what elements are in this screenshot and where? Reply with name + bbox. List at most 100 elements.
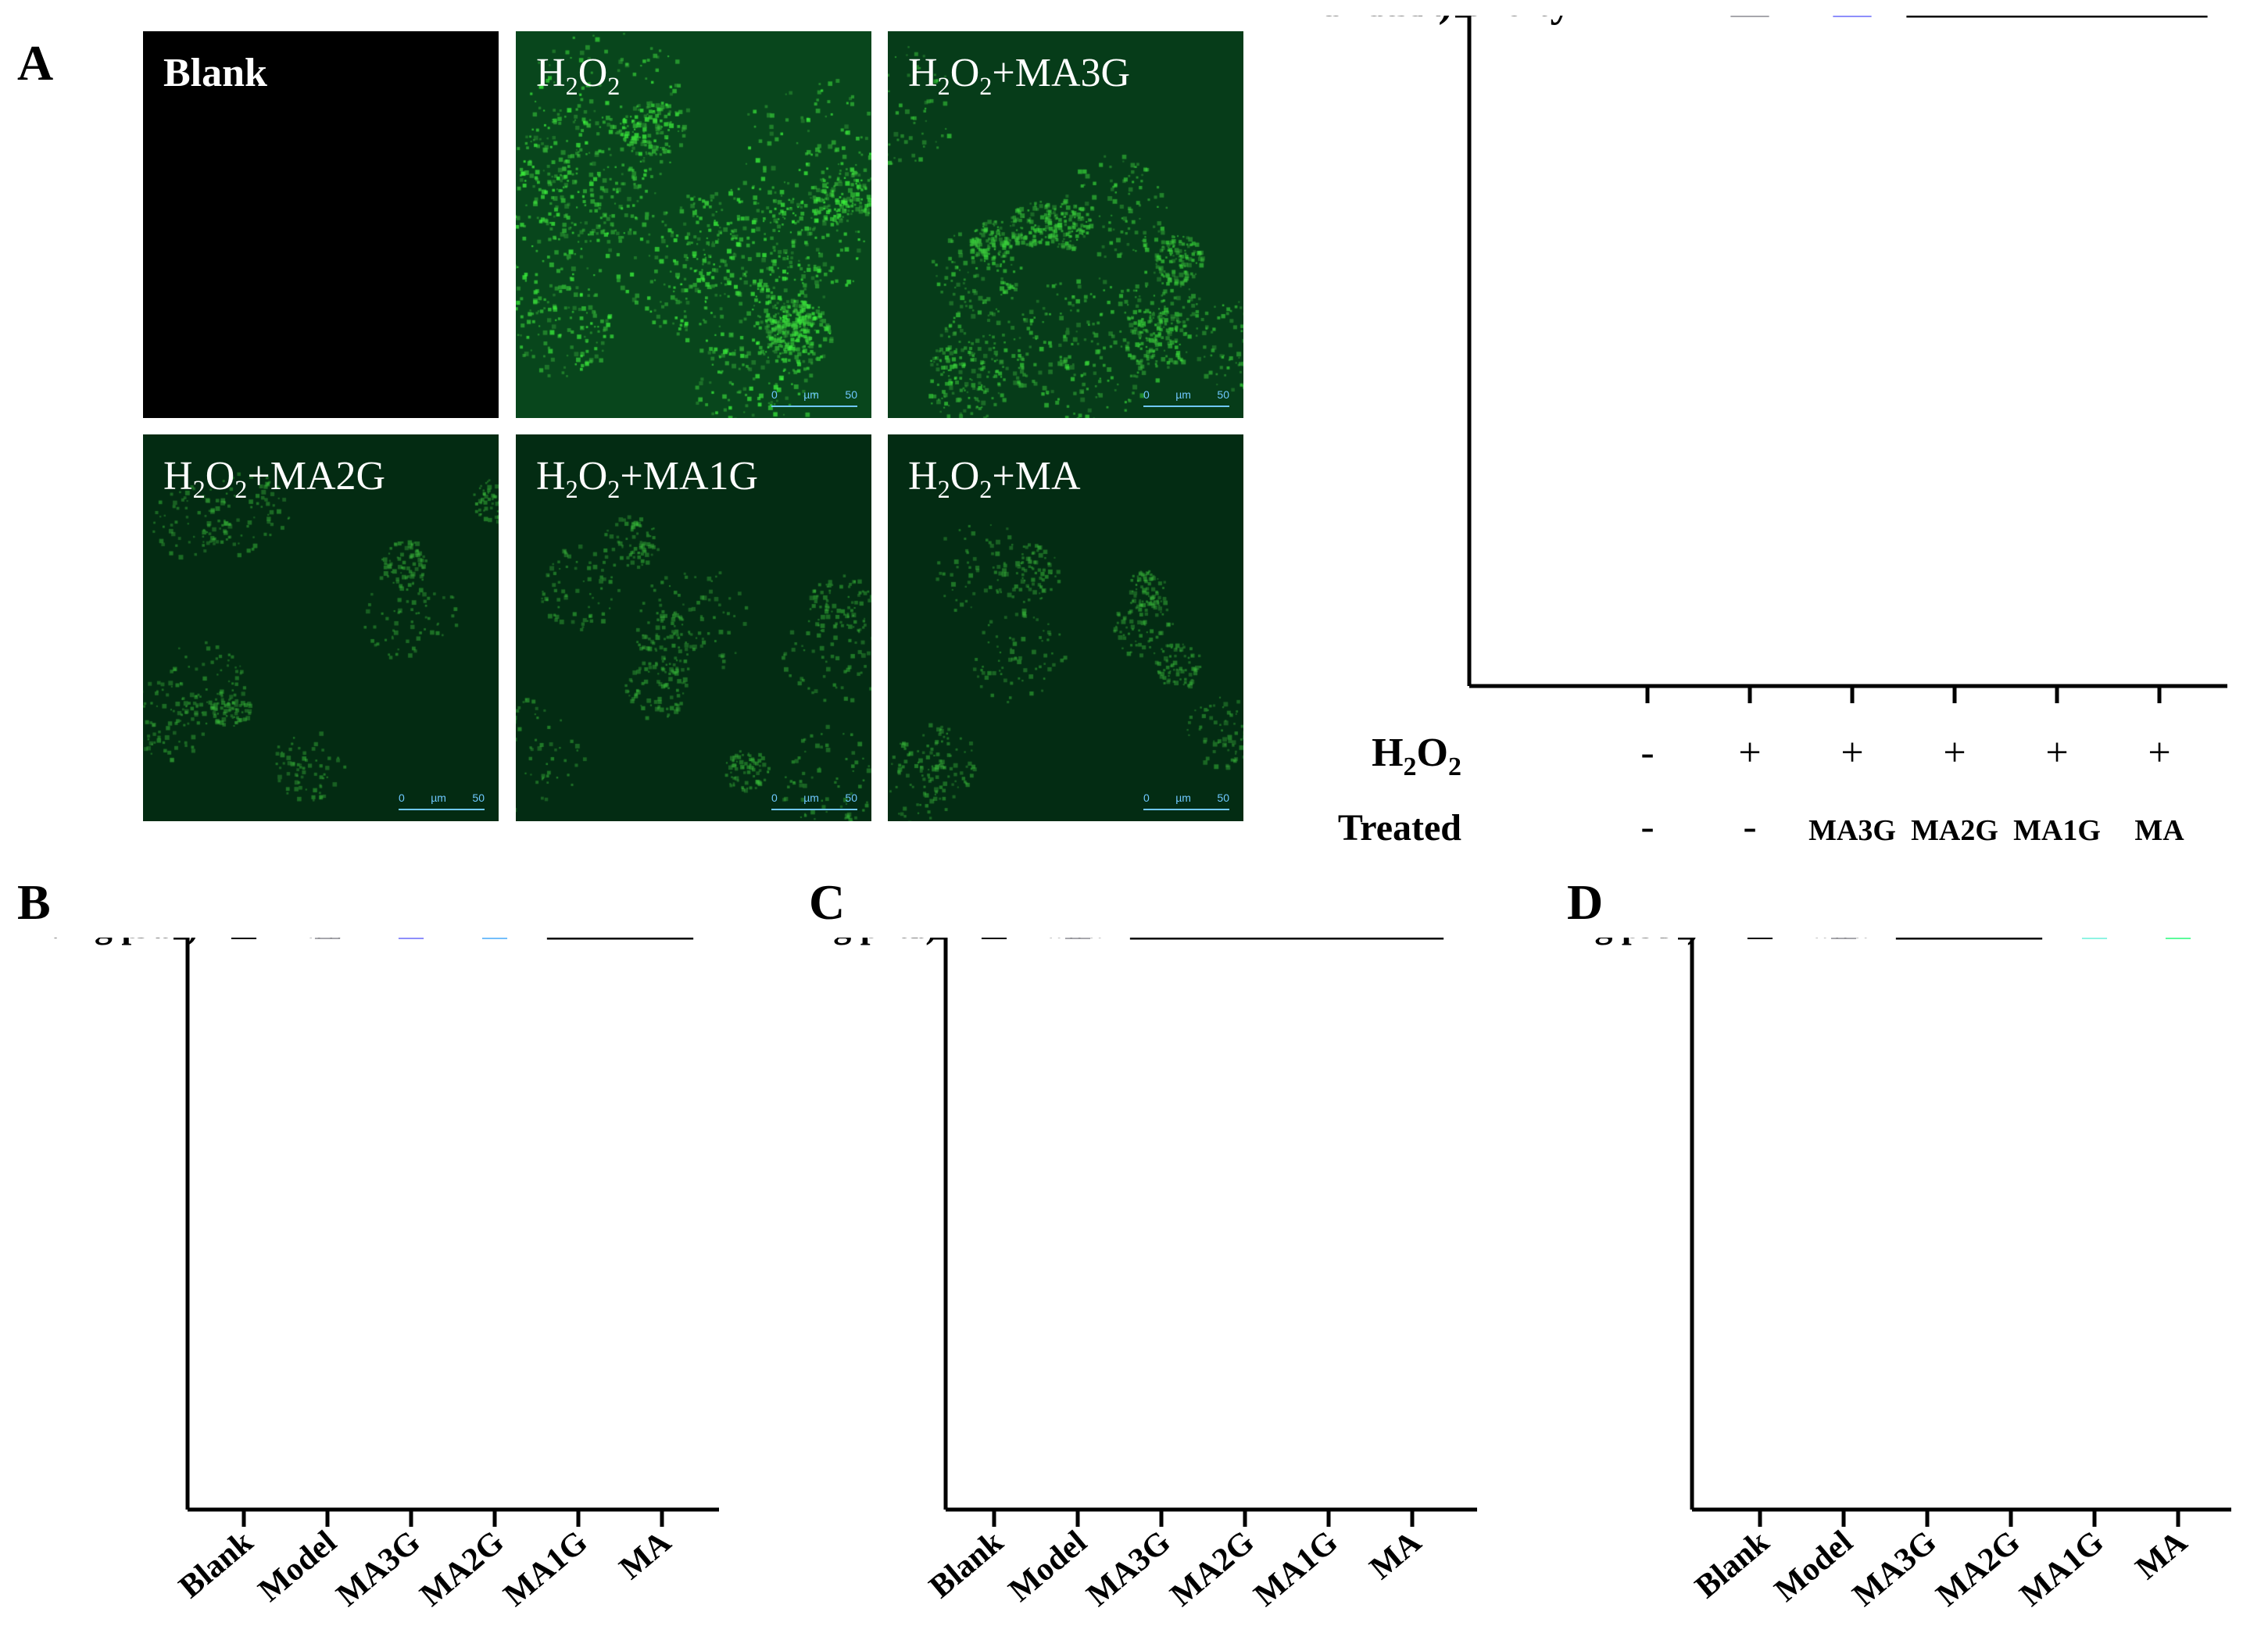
- x-tick-label: Model: [1002, 1524, 1093, 1609]
- x-tick-label: MA3G: [1080, 1524, 1177, 1613]
- y-tick-label: 30: [134, 938, 166, 945]
- x-tick-label: MA2G: [1164, 1524, 1261, 1613]
- scale-unit: µm: [431, 792, 446, 804]
- significance-label: ###: [1813, 938, 1874, 947]
- y-tick-label: 300: [1393, 16, 1447, 23]
- y-tick-label: 10: [893, 938, 924, 945]
- h2o2-row-value: +: [1738, 731, 1761, 775]
- significance-label: *: [2168, 938, 2188, 947]
- micrograph-label: H2O2: [536, 51, 621, 101]
- micrograph-5: H2O2+MA1G 0 µm 50: [516, 434, 871, 821]
- micrograph-signal: [516, 31, 871, 418]
- significance-label: ***: [1257, 938, 1318, 947]
- micrograph-label: H2O2+MA3G: [908, 51, 1131, 101]
- y-tick-label: 20: [134, 938, 166, 945]
- x-tick-label: Blank: [173, 1524, 260, 1606]
- y-tick-label: 0: [1654, 938, 1670, 945]
- treated-row-value: MA2G: [1911, 814, 1998, 847]
- y-tick-label: 30: [1639, 938, 1670, 945]
- panel-letter-b: B: [17, 874, 51, 930]
- scale-line: [1143, 809, 1229, 810]
- scale-line: [399, 809, 485, 810]
- y-tick-label: 40: [1639, 938, 1670, 945]
- scale-line: [771, 809, 857, 810]
- scale-unit: µm: [803, 388, 819, 401]
- panel-letter-a: A: [17, 35, 54, 91]
- treated-row-value: -: [1640, 805, 1654, 849]
- micrograph-signal: [888, 434, 1243, 821]
- micrograph-2: H2O2 0 µm 50: [516, 31, 871, 418]
- treated-row-value: MA3G: [1808, 814, 1896, 847]
- y-axis-label-line2: (% of control): [1321, 16, 1453, 26]
- micrograph-label: H2O2+MA1G: [536, 454, 759, 504]
- x-tick-label: MA1G: [497, 1524, 594, 1613]
- h2o2-row-value: +: [1841, 731, 1863, 775]
- scale-bar: 0 µm 50: [771, 792, 857, 813]
- y-tick-label: 5: [908, 938, 924, 945]
- h2o2-row-value: +: [1943, 731, 1966, 775]
- scale-bar: 0 µm 50: [771, 388, 857, 410]
- scale-end: 50: [1217, 792, 1229, 804]
- micrograph-4: H2O2+MA2G 0 µm 50: [143, 434, 499, 821]
- y-tick-label: 0: [1429, 16, 1447, 23]
- h2o2-row-value: -: [1640, 731, 1654, 775]
- x-tick-label: MA: [1363, 1524, 1429, 1587]
- y-tick-label: 15: [893, 938, 924, 945]
- micrograph-label: H2O2+MA: [908, 454, 1081, 504]
- x-tick-label: Blank: [1689, 1524, 1776, 1606]
- x-tick-label: MA1G: [1247, 1524, 1344, 1613]
- scale-line: [771, 406, 857, 407]
- x-tick-label: MA2G: [413, 1524, 510, 1613]
- micrograph-3: H2O2+MA3G 0 µm 50: [888, 31, 1243, 418]
- chart-sod: 051015SOD (U/mg prot)BlankModelMA3GMA2GM…: [805, 938, 1477, 1613]
- micrograph-label: Blank: [163, 51, 267, 95]
- scale-end: 50: [1217, 388, 1229, 401]
- chart-cat: 010203040CAT (U/mg prot)BlankModelMA3GMA…: [1567, 938, 2231, 1613]
- treated-row-value: MA1G: [2013, 814, 2101, 847]
- scale-bar: 0 µm 50: [399, 792, 485, 813]
- significance-label: *: [610, 938, 631, 947]
- x-tick-label: Model: [1768, 1524, 1859, 1609]
- x-tick-label: MA3G: [1846, 1524, 1943, 1613]
- scale-line: [1143, 406, 1229, 407]
- micrograph-signal: [143, 434, 499, 821]
- scale-end: 50: [845, 388, 857, 401]
- micrograph-6: H2O2+MA 0 µm 50: [888, 434, 1243, 821]
- significance-label: ##: [307, 938, 348, 947]
- y-axis-label: SOD (U/mg prot): [805, 938, 938, 945]
- y-axis-label: CAT (U/mg prot): [1567, 938, 1699, 945]
- y-axis-label-line1: ROS fluorescence intensity: [1321, 16, 1572, 26]
- scale-start: 0: [771, 388, 778, 401]
- significance-label: ****: [2013, 16, 2101, 26]
- scale-unit: µm: [1175, 792, 1191, 804]
- significance-label: **: [1949, 938, 1990, 947]
- panel-letter-d: D: [1567, 874, 1604, 930]
- x-tick-label: MA: [2129, 1524, 2195, 1587]
- treated-row-label: Treated: [1338, 807, 1461, 849]
- h2o2-row-label: H2O2: [1372, 731, 1461, 781]
- micrograph-signal: [888, 31, 1243, 418]
- y-tick-label: 0: [150, 938, 166, 945]
- panel-letter-c: C: [809, 874, 846, 930]
- micrograph-signal: [516, 434, 871, 821]
- micrograph-label: H2O2+MA2G: [163, 454, 386, 504]
- scale-unit: µm: [1175, 388, 1191, 401]
- x-tick-label: MA2G: [1930, 1524, 2027, 1613]
- y-tick-label: 10: [134, 938, 166, 945]
- x-tick-label: MA: [613, 1524, 678, 1587]
- scale-end: 50: [845, 792, 857, 804]
- chart-mda: 0102030MDA (µM/mg prot) BlankModelMA3GMA2…: [47, 938, 719, 1613]
- significance-label: ***: [1819, 16, 1885, 26]
- scale-start: 0: [1143, 388, 1150, 401]
- scale-start: 0: [1143, 792, 1150, 804]
- y-tick-label: 200: [1393, 16, 1447, 23]
- treated-row-value: MA: [2134, 814, 2184, 847]
- x-tick-label: Model: [252, 1524, 343, 1609]
- scale-bar: 0 µm 50: [1143, 388, 1229, 410]
- scale-end: 50: [472, 792, 485, 804]
- y-tick-label: 10: [1639, 938, 1670, 945]
- chart-ros: 0100200300400ROS fluorescence intensity(…: [1321, 16, 2227, 849]
- scale-start: 0: [771, 792, 778, 804]
- scale-start: 0: [399, 792, 405, 804]
